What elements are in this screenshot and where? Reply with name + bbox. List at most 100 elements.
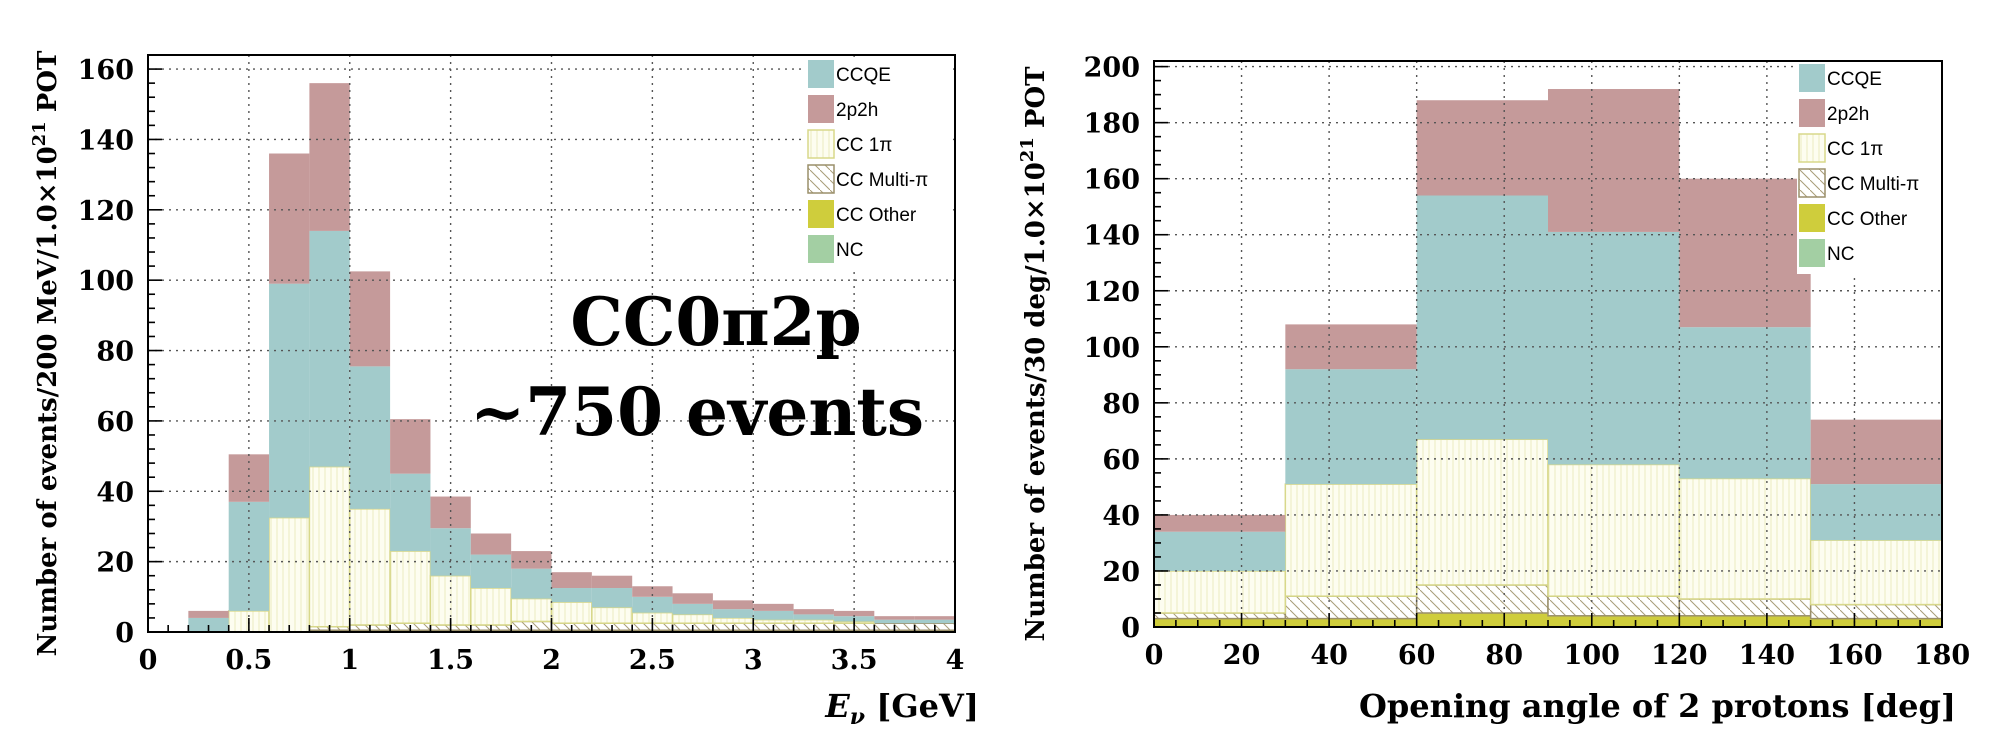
legend-swatch-cc-other bbox=[1799, 204, 1825, 232]
bar-cc-1pi-bin-7 bbox=[429, 574, 472, 626]
y-tick-label: 200 bbox=[1084, 53, 1140, 84]
bar-2p2h-bin-13 bbox=[672, 593, 713, 604]
bar-cc-1pi-bin-14 bbox=[712, 617, 755, 624]
annotation-sample: CC0π2p bbox=[570, 283, 861, 361]
legend-label-cc-multi-pi: CC Multi-π bbox=[1827, 174, 1919, 195]
y-tick-label: 80 bbox=[1102, 389, 1140, 420]
bar-ccqe-bin-0 bbox=[1154, 531, 1286, 571]
legend-label-nc: NC bbox=[836, 240, 863, 261]
y-tick-label: 40 bbox=[96, 477, 134, 508]
legend-swatch-2p2h bbox=[808, 95, 834, 123]
bar-2p2h-bin-6 bbox=[390, 419, 431, 474]
bar-2p2h-bin-3 bbox=[269, 153, 310, 284]
bar-ccqe-bin-8 bbox=[470, 554, 512, 589]
y-tick-label: 100 bbox=[78, 266, 134, 297]
y-tick-label: 20 bbox=[96, 548, 134, 579]
bar-cc-1pi-bin-6 bbox=[389, 550, 432, 624]
x-tick-label: 3.5 bbox=[831, 645, 878, 676]
y-axis-label-unit: POT bbox=[33, 50, 63, 121]
bar-2p2h-bin-7 bbox=[430, 496, 471, 529]
x-tick-label: 180 bbox=[1914, 640, 1970, 671]
y-tick-label: 60 bbox=[1102, 445, 1140, 476]
bar-cc-1pi-bin-2 bbox=[1415, 438, 1549, 586]
bar-cc-1pi-bin-11 bbox=[591, 606, 633, 624]
bar-2p2h-bin-10 bbox=[551, 572, 592, 589]
legend-label-ccqe: CCQE bbox=[836, 65, 891, 86]
y-tick-label: 180 bbox=[1084, 109, 1140, 140]
chart-panel-2: 0 20 40 60 80 100 120 140 160 180 0 20 40 60 80 100 120 1… bbox=[1017, 53, 1970, 725]
y-tick-label: 120 bbox=[78, 196, 134, 227]
bar-ccqe-bin-2 bbox=[1416, 195, 1548, 440]
x-axis-label-unit: [GeV] bbox=[865, 687, 979, 725]
bar-2p2h-bin-3 bbox=[1548, 89, 1680, 232]
y-axis-label-main: Number of events/200 MeV/1.0×10 bbox=[33, 146, 63, 656]
y-tick-label: 80 bbox=[96, 337, 134, 368]
x-tick-label: 80 bbox=[1485, 640, 1523, 671]
legend-swatch-2p2h bbox=[1799, 99, 1825, 127]
bar-2p2h-bin-16 bbox=[793, 609, 834, 615]
y-axis-label-unit: POT bbox=[1021, 66, 1051, 137]
x-tick-label: 1 bbox=[340, 645, 359, 676]
bar-ccqe-bin-15 bbox=[753, 610, 794, 620]
legend-swatch-cc-multi-pi bbox=[1798, 168, 1826, 198]
legend-box bbox=[806, 58, 952, 270]
bar-2p2h-bin-15 bbox=[753, 603, 794, 611]
x-tick-label: 2 bbox=[542, 645, 561, 676]
grid-group bbox=[1154, 61, 1942, 627]
bar-cc-1pi-bin-4 bbox=[1678, 477, 1812, 600]
y-axis-label-main: Number of events/30 deg/1.0×10 bbox=[1021, 162, 1051, 641]
legend-label-cc-multi-pi: CC Multi-π bbox=[836, 170, 928, 191]
bar-2p2h-bin-11 bbox=[591, 575, 633, 589]
bar-cc-1pi-bin-9 bbox=[510, 597, 553, 623]
legend-label-2p2h: 2p2h bbox=[836, 100, 878, 121]
bar-2p2h-bin-5 bbox=[349, 271, 391, 367]
bar-2p2h-bin-14 bbox=[712, 600, 754, 610]
bar-ccqe-bin-1 bbox=[1285, 369, 1417, 485]
legend-label-nc: NC bbox=[1827, 244, 1854, 265]
bar-ccqe-bin-5 bbox=[349, 366, 391, 509]
bar-cc-1pi-bin-13 bbox=[671, 613, 714, 624]
bar-cc-multi-pi-bin-1 bbox=[1284, 595, 1418, 620]
bar-cc-1pi-bin-5 bbox=[349, 508, 391, 626]
legend-label-ccqe: CCQE bbox=[1827, 69, 1882, 90]
bar-cc-1pi-bin-0 bbox=[1153, 570, 1287, 614]
bar-ccqe-bin-9 bbox=[511, 568, 552, 599]
bar-ccqe-bin-13 bbox=[672, 603, 713, 615]
bar-ccqe-bin-3 bbox=[269, 283, 310, 518]
bar-cc-1pi-bin-5 bbox=[1809, 539, 1943, 606]
x-tick-label: 160 bbox=[1826, 640, 1882, 671]
bar-2p2h-bin-2 bbox=[1416, 100, 1548, 196]
legend-label-cc-1pi: CC 1π bbox=[1827, 139, 1883, 160]
y-tick-label: 20 bbox=[1102, 557, 1140, 588]
x-axis-label-var: E bbox=[824, 687, 850, 725]
x-tick-label: 120 bbox=[1651, 640, 1707, 671]
legend-swatch-cc-multi-pi bbox=[807, 164, 835, 194]
bar-ccqe-bin-18 bbox=[874, 619, 915, 624]
bar-cc-1pi-bin-15 bbox=[752, 618, 795, 624]
legend: CCQE 2p2h CC 1π CC Multi-π CC Other NC bbox=[806, 58, 952, 270]
x-tick-label: 2.5 bbox=[629, 645, 676, 676]
bar-ccqe-bin-1 bbox=[188, 617, 229, 632]
legend-label-2p2h: 2p2h bbox=[1827, 104, 1869, 125]
bar-cc-1pi-bin-3 bbox=[268, 516, 311, 633]
bar-cc-1pi-bin-8 bbox=[470, 587, 512, 626]
bar-2p2h-bin-5 bbox=[1810, 419, 1942, 485]
y-tick-label: 160 bbox=[1084, 165, 1140, 196]
y-tick-label: 60 bbox=[96, 407, 134, 438]
x-tick-label: 0 bbox=[139, 645, 158, 676]
legend-swatch-cc-other bbox=[808, 200, 834, 228]
bar-ccqe-bin-5 bbox=[1810, 484, 1942, 541]
bar-cc-other-bin-2 bbox=[1416, 612, 1548, 627]
bars-group bbox=[188, 83, 956, 633]
bar-ccqe-bin-6 bbox=[390, 473, 431, 552]
bar-cc-multi-pi-bin-5 bbox=[1809, 603, 1943, 620]
y-tick-label: 100 bbox=[1084, 333, 1140, 364]
x-tick-label: 0 bbox=[1145, 640, 1164, 671]
x-tick-label: 40 bbox=[1310, 640, 1348, 671]
bar-ccqe-bin-16 bbox=[793, 614, 834, 620]
legend-swatch-ccqe bbox=[1799, 64, 1825, 92]
y-axis-label: Number of events/30 deg/1.0×1021 POT bbox=[1017, 66, 1051, 642]
bar-ccqe-bin-14 bbox=[712, 609, 754, 618]
